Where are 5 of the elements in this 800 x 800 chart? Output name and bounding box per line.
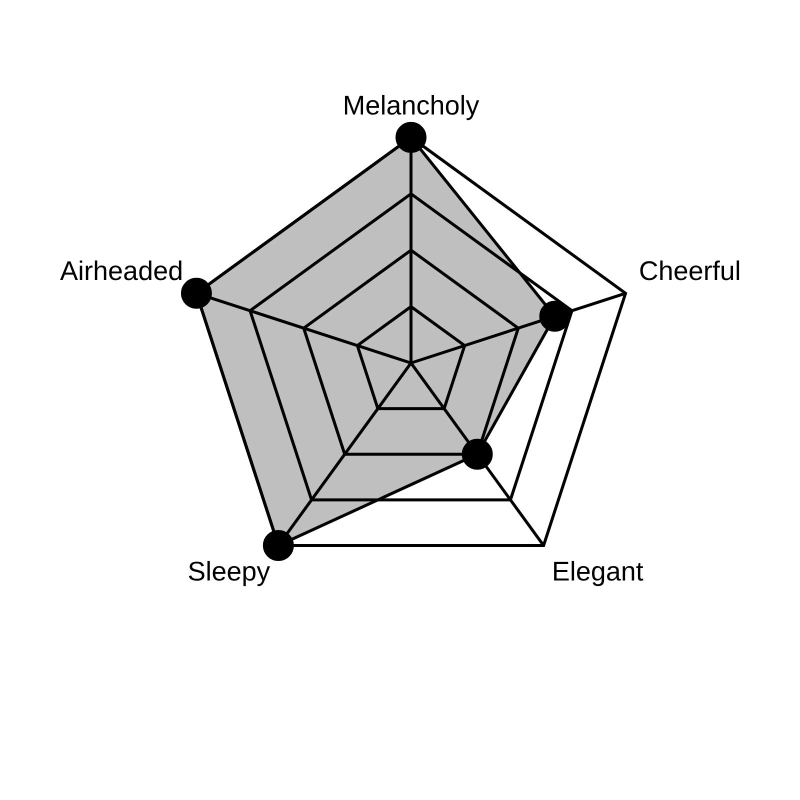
spoke-label: Cheerful <box>638 256 741 286</box>
spoke-label: Melancholy <box>342 90 480 121</box>
spoke-label: Airheaded <box>60 256 184 286</box>
spoke-label: Elegant <box>552 556 644 586</box>
spoke-label: Sleepy <box>188 556 271 586</box>
